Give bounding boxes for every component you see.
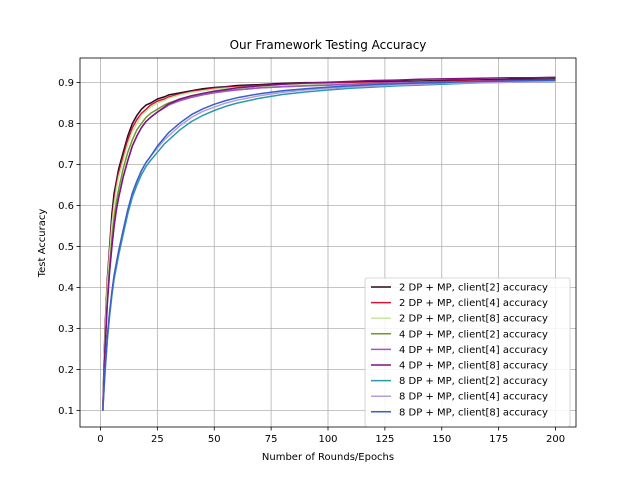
y-axis-label: Test Accuracy (37, 209, 48, 279)
x-tick-label: 175 (489, 434, 508, 445)
legend: 2 DP + MP, client[2] accuracy 2 DP + MP, … (364, 277, 571, 427)
y-tick-label: 0.4 (58, 283, 74, 294)
series-line-1 (102, 78, 556, 411)
y-tick-label: 0.7 (58, 160, 74, 171)
x-tick-label: 0 (97, 434, 103, 445)
y-tick-label: 0.5 (58, 242, 74, 253)
x-tick-label: 75 (265, 434, 278, 445)
legend-label: 8 DP + MP, client[2] accuracy (399, 376, 548, 387)
series-line-9 (102, 79, 556, 411)
legend-label: 8 DP + MP, client[4] accuracy (399, 392, 548, 403)
y-tick-label: 0.1 (58, 406, 74, 417)
legend-label: 2 DP + MP, client[8] accuracy (399, 314, 548, 325)
y-tick-label: 0.6 (58, 201, 74, 212)
x-axis-label: Number of Rounds/Epochs (262, 452, 394, 463)
y-tick-label: 0.8 (58, 119, 74, 130)
x-tick-label: 25 (151, 434, 164, 445)
series-line-2 (102, 78, 556, 411)
y-tick-label: 0.2 (58, 365, 74, 376)
legend-label: 4 DP + MP, client[2] accuracy (399, 329, 548, 340)
x-axis-ticks: 0 25 50 75 100 125 150 175 200 (97, 427, 565, 445)
x-tick-label: 50 (208, 434, 221, 445)
x-tick-label: 200 (546, 434, 565, 445)
y-axis-ticks: 0.1 0.2 0.3 0.4 0.5 0.6 0.7 0.8 0.9 (58, 78, 80, 417)
series-line-6 (102, 76, 556, 411)
legend-label: 8 DP + MP, client[8] accuracy (399, 407, 548, 418)
x-tick-label: 125 (375, 434, 394, 445)
legend-label: 4 DP + MP, client[4] accuracy (399, 345, 548, 356)
legend-label: 4 DP + MP, client[8] accuracy (399, 361, 548, 372)
chart-title: Our Framework Testing Accuracy (230, 38, 427, 52)
legend-box (364, 277, 571, 427)
y-tick-label: 0.3 (58, 324, 74, 335)
x-tick-label: 150 (432, 434, 451, 445)
series-layer (102, 76, 556, 411)
series-line-7 (102, 80, 556, 411)
x-tick-label: 100 (318, 434, 337, 445)
y-tick-label: 0.9 (58, 78, 74, 89)
legend-label: 2 DP + MP, client[2] accuracy (399, 283, 548, 294)
legend-label: 2 DP + MP, client[4] accuracy (399, 298, 548, 309)
